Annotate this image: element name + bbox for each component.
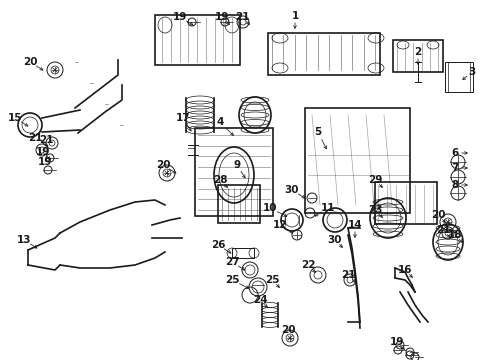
Text: 25: 25 bbox=[264, 275, 279, 285]
Bar bbox=[218, 185, 260, 223]
Text: 13: 13 bbox=[17, 235, 31, 245]
Text: 30: 30 bbox=[284, 185, 299, 195]
Text: 4: 4 bbox=[216, 117, 223, 127]
Text: 25: 25 bbox=[224, 275, 239, 285]
Bar bbox=[374, 182, 436, 224]
Text: 9: 9 bbox=[233, 160, 240, 170]
Text: 26: 26 bbox=[210, 240, 225, 250]
Bar bbox=[305, 108, 409, 213]
Text: 5: 5 bbox=[314, 127, 321, 137]
Bar bbox=[267, 33, 379, 75]
Text: 20: 20 bbox=[23, 57, 37, 67]
Bar bbox=[231, 248, 253, 258]
Text: 20: 20 bbox=[156, 160, 170, 170]
Bar bbox=[155, 15, 240, 65]
Text: 2: 2 bbox=[413, 47, 421, 57]
Text: 6: 6 bbox=[450, 148, 458, 158]
Text: 10: 10 bbox=[262, 203, 277, 213]
Bar bbox=[392, 40, 442, 72]
Text: 11: 11 bbox=[320, 203, 335, 213]
Text: 14: 14 bbox=[347, 220, 362, 230]
Bar bbox=[195, 128, 272, 216]
Text: 22: 22 bbox=[300, 260, 315, 270]
Text: 17: 17 bbox=[175, 113, 190, 123]
Text: 23: 23 bbox=[367, 205, 382, 215]
Text: 1: 1 bbox=[291, 11, 298, 21]
Bar bbox=[444, 62, 472, 92]
Text: 18: 18 bbox=[447, 230, 461, 240]
Text: 19: 19 bbox=[36, 147, 50, 157]
Text: 21: 21 bbox=[28, 133, 42, 143]
Text: 19: 19 bbox=[389, 337, 404, 347]
Text: 30: 30 bbox=[327, 235, 342, 245]
Text: 21: 21 bbox=[39, 135, 53, 145]
Text: 29: 29 bbox=[367, 175, 382, 185]
Text: 24: 24 bbox=[252, 295, 267, 305]
Text: 27: 27 bbox=[224, 257, 239, 267]
Text: 19: 19 bbox=[214, 12, 229, 22]
Text: 19: 19 bbox=[172, 12, 187, 22]
Text: 28: 28 bbox=[212, 175, 227, 185]
Text: 16: 16 bbox=[397, 265, 411, 275]
Text: 21: 21 bbox=[234, 12, 249, 22]
Text: 21: 21 bbox=[340, 270, 354, 280]
Text: 15: 15 bbox=[8, 113, 22, 123]
Text: 19: 19 bbox=[38, 157, 52, 167]
Text: 20: 20 bbox=[280, 325, 295, 335]
Text: 3: 3 bbox=[468, 67, 475, 77]
Text: 8: 8 bbox=[450, 180, 458, 190]
Text: 7: 7 bbox=[450, 163, 458, 173]
Text: 20: 20 bbox=[430, 210, 445, 220]
Text: 21: 21 bbox=[435, 225, 449, 235]
Text: 12: 12 bbox=[272, 220, 286, 230]
